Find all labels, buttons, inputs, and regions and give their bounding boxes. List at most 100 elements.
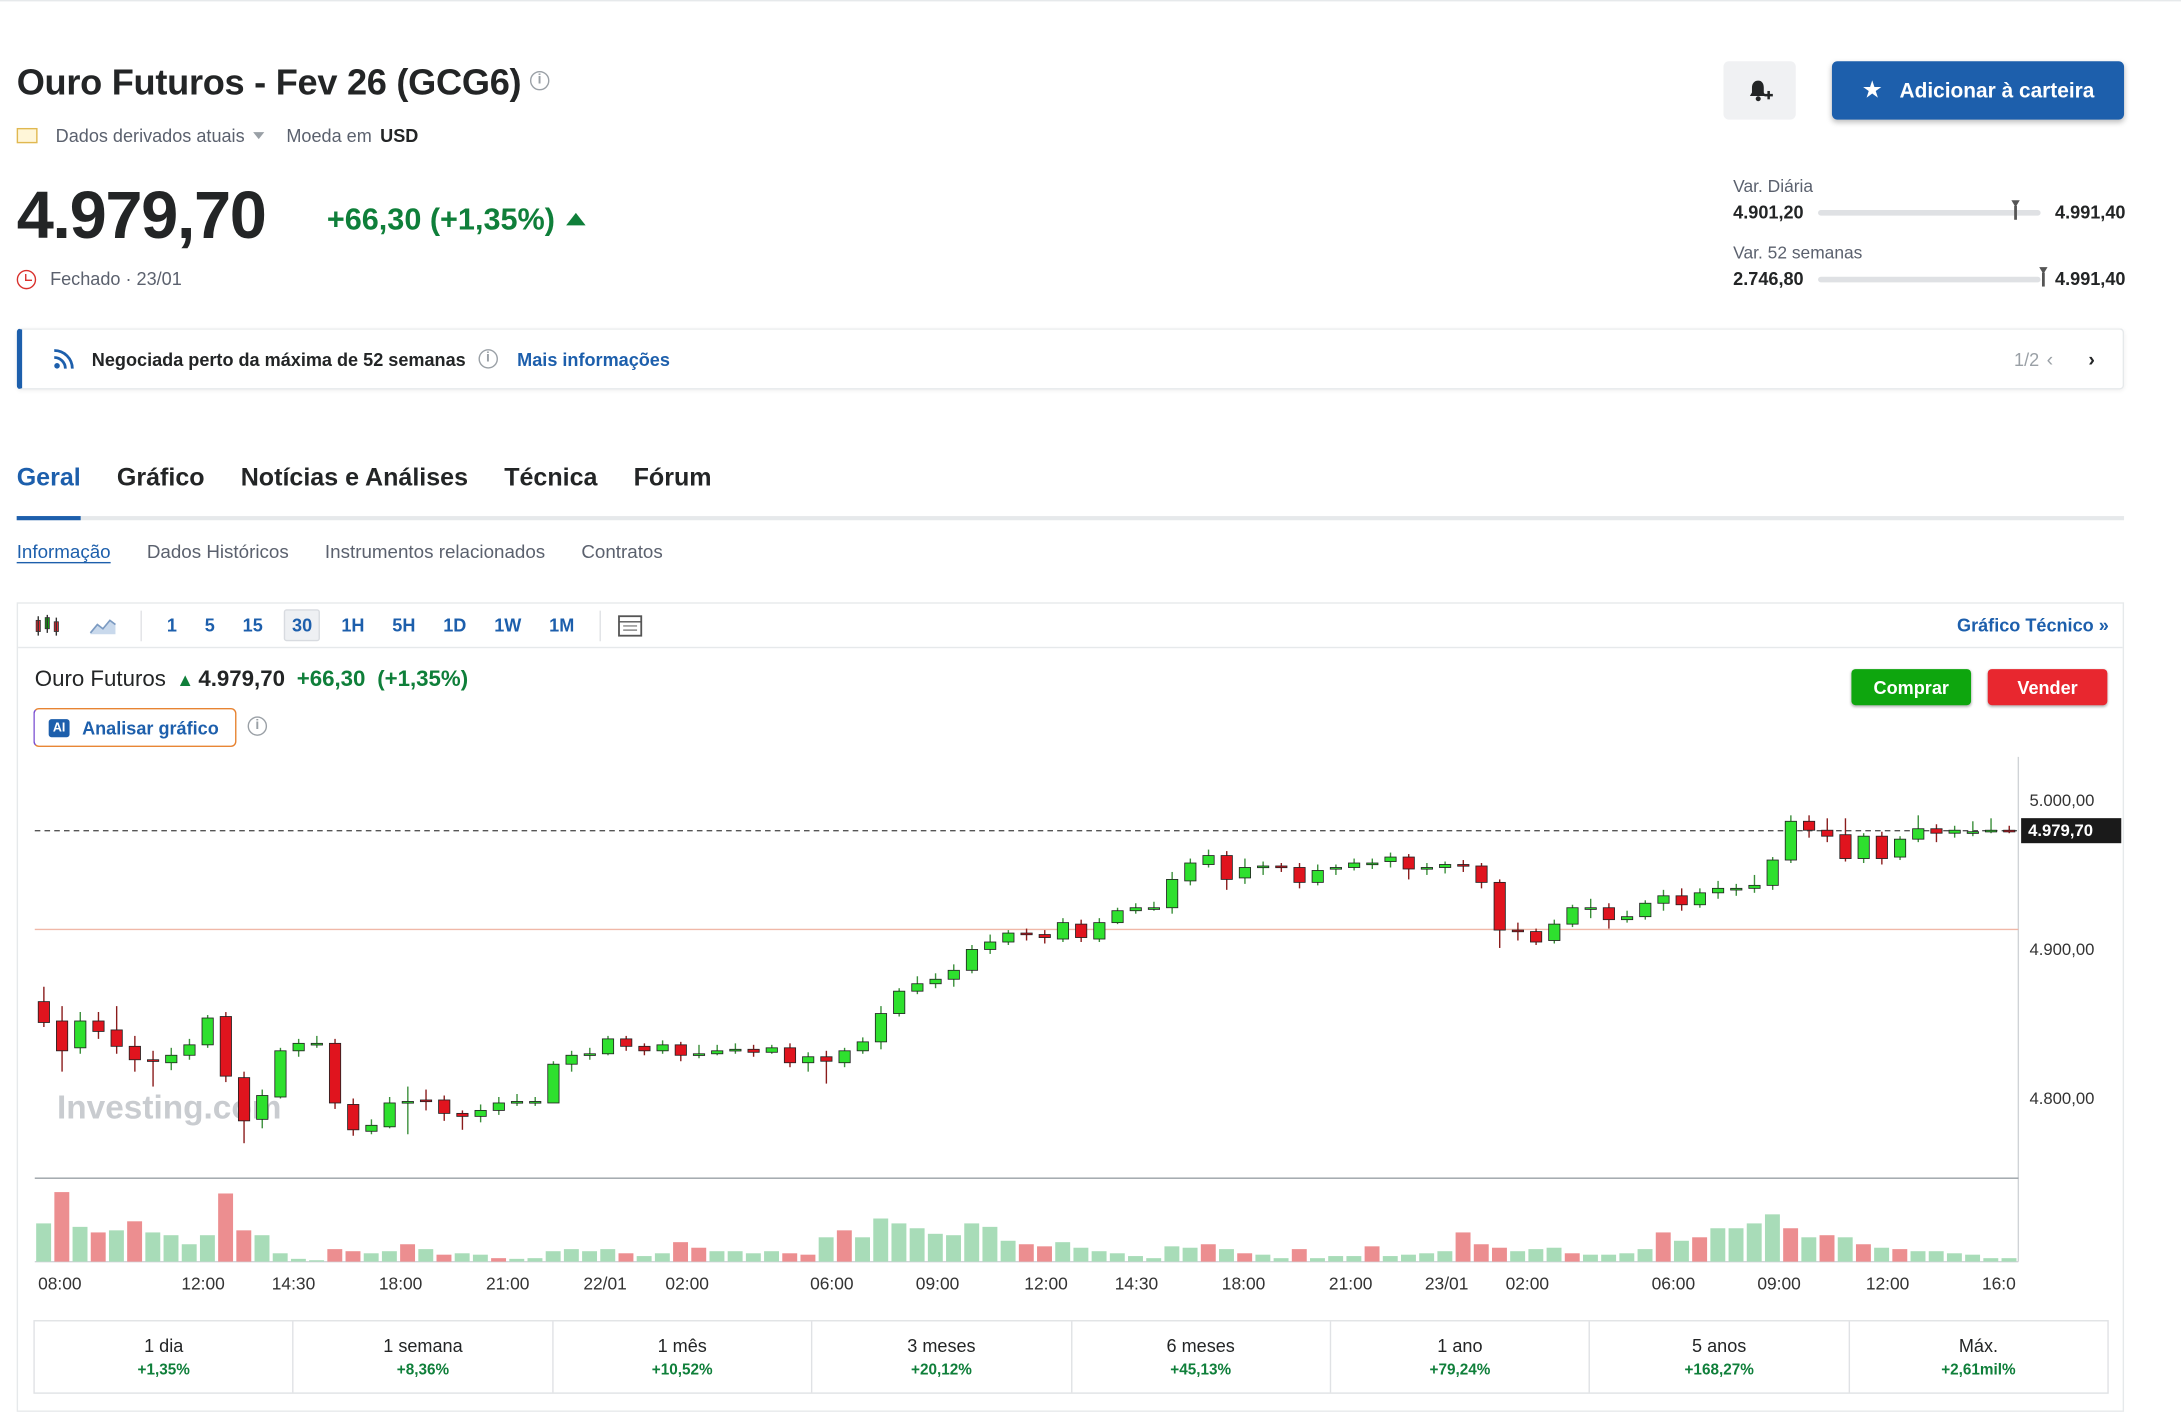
- candle-down: [1530, 931, 1543, 943]
- week52-range-bar: [1817, 266, 2048, 286]
- candle-up: [947, 969, 960, 980]
- candle-up: [1093, 922, 1106, 940]
- data-source-dropdown[interactable]: Dados derivados atuais: [55, 125, 245, 147]
- timeframe-1m[interactable]: 1M: [549, 614, 575, 636]
- candle-up: [765, 1047, 778, 1053]
- volume-bar: [90, 1232, 106, 1262]
- candle-up: [1202, 855, 1215, 865]
- volume-bar: [1037, 1246, 1052, 1262]
- analyze-chart-label: Analisar gráfico: [82, 717, 219, 738]
- tab-tecnica[interactable]: Técnica: [504, 463, 598, 492]
- candle-up: [802, 1056, 815, 1064]
- add-alert-button[interactable]: [1723, 61, 1796, 120]
- candle-down: [620, 1038, 633, 1047]
- timeframe-5[interactable]: 5: [204, 614, 215, 636]
- timeframe-15[interactable]: 15: [242, 614, 263, 636]
- volume-bar: [418, 1249, 434, 1262]
- candle-down: [110, 1029, 123, 1047]
- tab-noticias[interactable]: Notícias e Análises: [240, 463, 469, 492]
- chevron-left-icon[interactable]: ‹: [2046, 347, 2054, 371]
- volume-bar: [1546, 1247, 1562, 1262]
- candle-up: [583, 1053, 596, 1056]
- subtab-informacao[interactable]: Informação: [16, 541, 111, 562]
- timeframe-1w[interactable]: 1W: [494, 614, 522, 636]
- candle-up: [1548, 923, 1561, 941]
- volume-bar: [1637, 1249, 1653, 1262]
- add-to-portfolio-button[interactable]: ★ Adicionar à carteira: [1831, 61, 2125, 120]
- daily-range-marker: [2012, 199, 2021, 220]
- volume-bar: [1455, 1232, 1471, 1262]
- price-chart[interactable]: Investing.com 5.000,004.900,004.800,004.…: [18, 756, 2123, 1313]
- volume-bar: [1983, 1258, 1999, 1262]
- arrow-up-icon: [566, 212, 586, 226]
- candle-up: [1111, 910, 1124, 924]
- candle-up: [1730, 887, 1743, 891]
- perf-value: +45,13%: [1170, 1361, 1232, 1379]
- candle-up: [1238, 867, 1251, 879]
- perf-3-meses[interactable]: 3 meses +20,12%: [813, 1321, 1072, 1393]
- candlestick-icon[interactable]: [29, 609, 65, 642]
- candle-up: [1166, 878, 1179, 909]
- buy-button[interactable]: Comprar: [1851, 669, 1972, 706]
- perf-5-anos[interactable]: 5 anos +168,27%: [1590, 1321, 1850, 1393]
- perf-label: 1 semana: [383, 1335, 463, 1357]
- candle-up: [183, 1044, 196, 1056]
- subtab-instrumentos[interactable]: Instrumentos relacionados: [324, 541, 546, 562]
- sell-button[interactable]: Vender: [1987, 669, 2108, 706]
- subtab-dados-historicos[interactable]: Dados Históricos: [146, 541, 289, 562]
- info-icon[interactable]: i: [529, 71, 550, 91]
- candle-down: [1803, 820, 1816, 831]
- chevron-down-icon[interactable]: [252, 132, 265, 140]
- candle-down: [219, 1016, 232, 1077]
- candle-down: [128, 1045, 141, 1061]
- insight-banner: Negociada perto da máxima de 52 semanas …: [16, 328, 2125, 390]
- toolbar-divider: [599, 609, 601, 641]
- timeframe-30[interactable]: 30: [283, 609, 321, 642]
- info-icon[interactable]: i: [478, 349, 498, 369]
- timeframe-1h[interactable]: 1H: [341, 614, 365, 636]
- chevron-right-icon[interactable]: ›: [2088, 347, 2095, 371]
- technical-chart-link[interactable]: Gráfico Técnico »: [1957, 614, 2109, 636]
- perf-max[interactable]: Máx. +2,61mil%: [1850, 1321, 2108, 1392]
- candle-up: [711, 1050, 724, 1055]
- tab-forum[interactable]: Fórum: [633, 463, 712, 492]
- subtab-contratos[interactable]: Contratos: [581, 541, 663, 562]
- candle-up: [1712, 887, 1725, 894]
- volume-bar: [1710, 1228, 1726, 1262]
- candle-up: [984, 941, 997, 950]
- volume-bar: [691, 1247, 707, 1262]
- candle-up: [1566, 907, 1579, 925]
- layout-icon[interactable]: [612, 609, 648, 642]
- more-info-link[interactable]: Mais informações: [517, 348, 670, 370]
- area-chart-icon[interactable]: [85, 609, 121, 642]
- candle-up: [365, 1124, 378, 1132]
- x-tick-label: 12:00: [181, 1273, 224, 1293]
- candle-up: [1693, 892, 1706, 906]
- analyze-chart-button[interactable]: AI Analisar gráfico: [33, 708, 237, 747]
- perf-1-mes[interactable]: 1 mês +10,52%: [553, 1321, 813, 1393]
- candle-up: [1002, 932, 1015, 943]
- tab-grafico[interactable]: Gráfico: [116, 463, 205, 492]
- perf-value: +8,36%: [396, 1361, 450, 1379]
- volume-bar: [800, 1254, 816, 1262]
- perf-6-meses[interactable]: 6 meses +45,13%: [1072, 1321, 1332, 1393]
- candle-up: [492, 1102, 505, 1111]
- timeframe-5h[interactable]: 5H: [392, 614, 416, 636]
- perf-1-ano[interactable]: 1 ano +79,24%: [1331, 1321, 1591, 1393]
- candle-down: [1930, 828, 1943, 834]
- tab-geral[interactable]: Geral: [16, 459, 81, 521]
- y-tick-label: 5.000,00: [2029, 791, 2094, 810]
- chart-grid: [34, 756, 2020, 1263]
- candle-up: [565, 1054, 578, 1065]
- perf-value: +79,24%: [1429, 1361, 1491, 1379]
- perf-1-dia[interactable]: 1 dia +1,35%: [35, 1321, 295, 1393]
- perf-1-semana[interactable]: 1 semana +8,36%: [294, 1321, 554, 1393]
- info-icon[interactable]: i: [247, 716, 268, 736]
- volume-bars: [36, 1192, 2017, 1262]
- candle-up: [1329, 867, 1342, 870]
- volume-bar: [1000, 1240, 1016, 1262]
- timeframe-1d[interactable]: 1D: [443, 614, 467, 636]
- timeframe-1[interactable]: 1: [166, 614, 177, 636]
- volume-bar: [1783, 1228, 1799, 1262]
- volume-bar: [54, 1192, 70, 1262]
